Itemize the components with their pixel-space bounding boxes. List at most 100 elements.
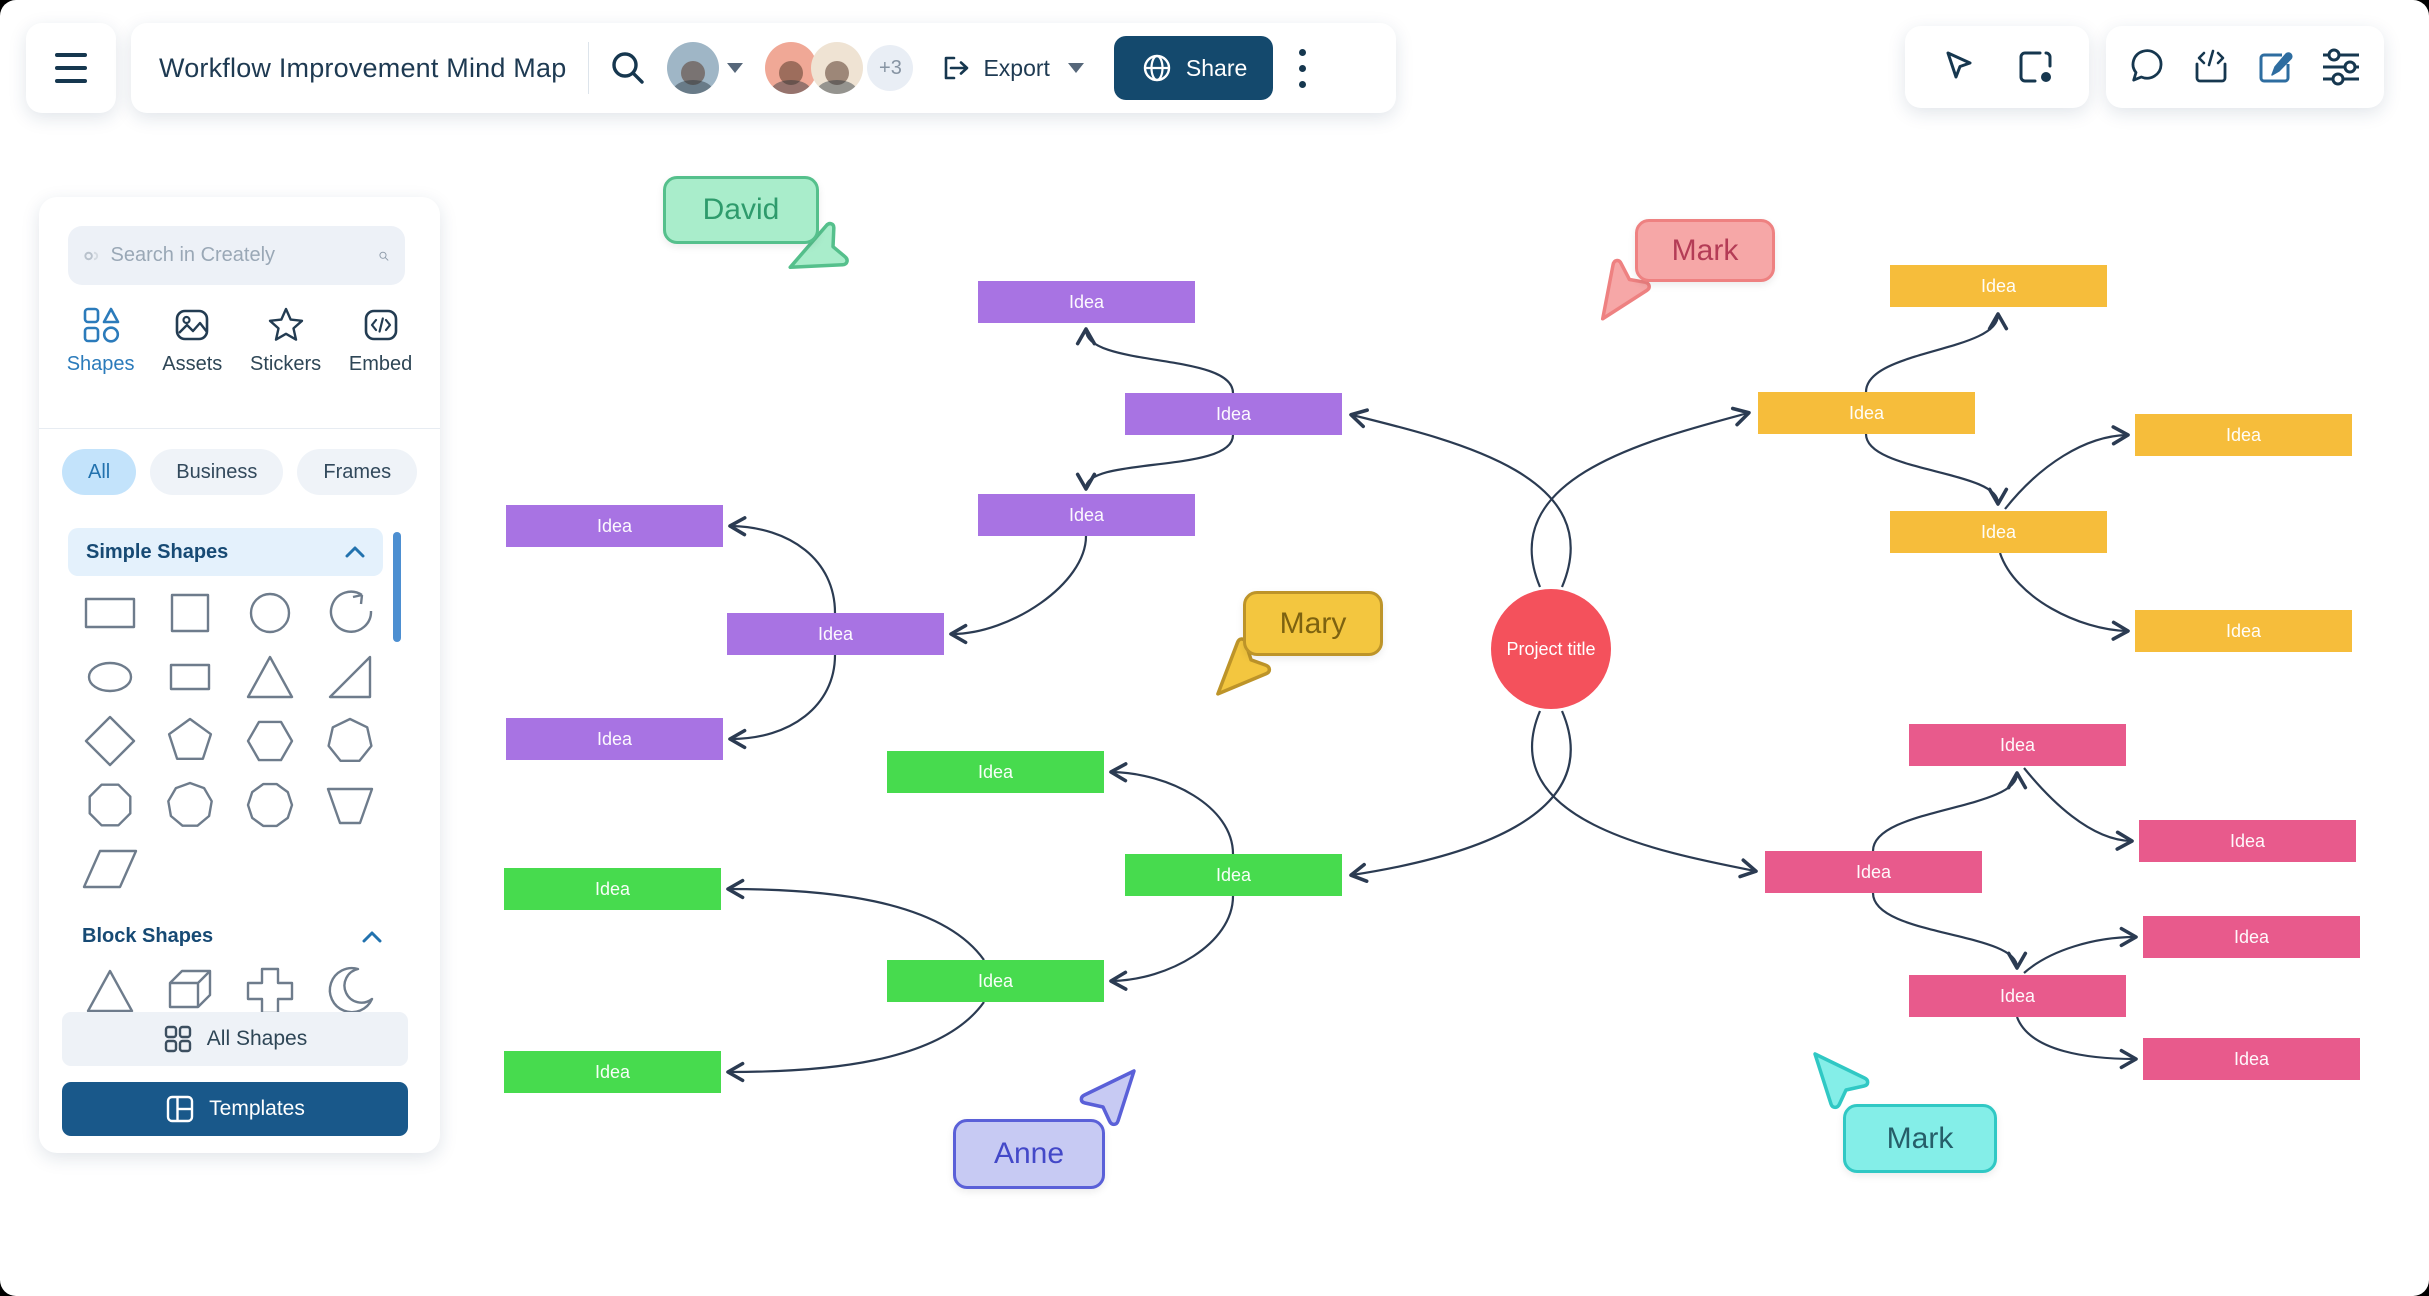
connector[interactable] — [1871, 892, 2028, 970]
idea-node[interactable]: Idea — [887, 751, 1104, 793]
connector[interactable] — [2023, 767, 2134, 851]
idea-node[interactable]: Idea — [727, 613, 944, 655]
templates-button[interactable]: Templates — [62, 1082, 408, 1136]
connector[interactable] — [2004, 425, 2130, 510]
connector[interactable] — [1075, 434, 1235, 491]
connector[interactable] — [1109, 895, 1235, 991]
connector[interactable] — [1349, 710, 1572, 883]
idea-node[interactable]: Idea — [1890, 265, 2107, 307]
shape-item-ellipse[interactable] — [70, 645, 150, 709]
connector[interactable] — [1530, 406, 1751, 588]
tab-assets[interactable]: Assets — [162, 305, 222, 376]
connector[interactable] — [1871, 771, 2028, 852]
idea-node[interactable]: Idea — [2135, 610, 2352, 652]
shape-item-triangle[interactable] — [70, 959, 150, 1023]
export-menu[interactable]: Export — [939, 51, 1084, 85]
project-title-node[interactable]: Project title — [1491, 589, 1611, 709]
document-title[interactable]: Workflow Improvement Mind Map — [159, 52, 567, 83]
tab-shapes[interactable]: Shapes — [67, 305, 135, 376]
all-shapes-button[interactable]: All Shapes — [62, 1012, 408, 1066]
collaborator-avatars[interactable]: +3 — [765, 42, 914, 94]
idea-node[interactable]: Idea — [504, 1051, 721, 1093]
shape-item-cube[interactable] — [150, 959, 230, 1023]
collaborator-avatar[interactable] — [811, 42, 864, 94]
idea-node[interactable]: Idea — [1125, 854, 1342, 896]
user-avatar[interactable] — [667, 42, 720, 94]
idea-node[interactable]: Idea — [1765, 851, 1982, 893]
shape-item-inverted-trapezoid[interactable] — [310, 773, 390, 837]
panel-scrollbar-thumb[interactable] — [393, 532, 401, 642]
shape-item-small-rectangle[interactable] — [150, 645, 230, 709]
idea-node[interactable]: Idea — [1125, 393, 1342, 435]
idea-node[interactable]: Idea — [1890, 511, 2107, 553]
more-options-button[interactable] — [1299, 48, 1307, 88]
connector[interactable] — [1349, 408, 1572, 588]
avatar-overflow-badge[interactable]: +3 — [867, 45, 914, 91]
shape-item-crescent[interactable] — [310, 959, 390, 1023]
shape-item-octagon[interactable] — [70, 773, 150, 837]
tab-embed[interactable]: Embed — [349, 305, 412, 376]
idea-node[interactable]: Idea — [2135, 414, 2352, 456]
idea-node[interactable]: Idea — [978, 281, 1195, 323]
connector[interactable] — [726, 1001, 985, 1083]
connector[interactable] — [1998, 552, 2130, 641]
embed-code-button[interactable] — [2188, 44, 2234, 90]
connector[interactable] — [1531, 710, 1758, 879]
connector[interactable] — [2015, 1016, 2138, 1070]
connector[interactable] — [1109, 762, 1235, 855]
shape-item-square[interactable] — [150, 581, 230, 645]
frame-tool-button[interactable] — [2012, 44, 2058, 90]
shape-item-rectangle[interactable] — [70, 581, 150, 645]
idea-node[interactable]: Idea — [504, 868, 721, 910]
connector[interactable] — [1864, 312, 2009, 393]
idea-node[interactable]: Idea — [1909, 724, 2126, 766]
shape-item-parallelogram[interactable] — [70, 837, 150, 901]
select-tool-button[interactable] — [1936, 45, 1980, 89]
connector[interactable] — [728, 654, 837, 750]
chip-business[interactable]: Business — [150, 449, 284, 495]
idea-node[interactable]: Idea — [2139, 820, 2356, 862]
shape-item-decagon[interactable] — [230, 773, 310, 837]
current-user[interactable] — [667, 42, 744, 94]
idea-node[interactable]: Idea — [978, 494, 1195, 536]
settings-button[interactable] — [2317, 43, 2365, 91]
connector[interactable] — [1075, 327, 1235, 394]
panel-search-field[interactable] — [68, 226, 405, 285]
idea-node[interactable]: Idea — [2143, 1038, 2360, 1080]
simple-shapes-section-header[interactable]: Simple Shapes — [68, 528, 383, 576]
idea-node[interactable]: Idea — [506, 718, 723, 760]
idea-node[interactable]: Idea — [887, 960, 1104, 1002]
shape-item-circular-arrow[interactable] — [310, 581, 390, 645]
collaborator-cursor-icon — [788, 221, 849, 270]
collaborator-avatar[interactable] — [765, 42, 818, 94]
search-button[interactable] — [607, 47, 649, 89]
idea-node[interactable]: Idea — [506, 505, 723, 547]
tab-stickers[interactable]: Stickers — [250, 305, 321, 376]
main-menu-button[interactable] — [26, 23, 116, 113]
connector[interactable] — [1864, 433, 2009, 506]
idea-node[interactable]: Idea — [1758, 392, 1975, 434]
shape-item-nonagon[interactable] — [150, 773, 230, 837]
connector[interactable] — [726, 878, 985, 961]
idea-node[interactable]: Idea — [2143, 916, 2360, 958]
shape-item-hexagon[interactable] — [230, 709, 310, 773]
idea-node[interactable]: Idea — [1909, 975, 2126, 1017]
shape-item-right-triangle[interactable] — [310, 645, 390, 709]
share-button[interactable]: Share — [1113, 36, 1274, 100]
block-shapes-section-header[interactable]: Block Shapes — [82, 925, 382, 948]
connector[interactable] — [2023, 926, 2138, 974]
panel-search-input[interactable] — [108, 243, 378, 268]
shape-item-circle[interactable] — [230, 581, 310, 645]
notes-button[interactable] — [2252, 44, 2298, 90]
chip-all[interactable]: All — [62, 449, 137, 495]
connector[interactable] — [949, 535, 1088, 645]
shape-item-triangle[interactable] — [230, 645, 310, 709]
shape-item-heptagon[interactable] — [310, 709, 390, 773]
comments-button[interactable] — [2125, 45, 2169, 89]
shape-item-diamond[interactable] — [70, 709, 150, 773]
shape-item-pentagon[interactable] — [150, 709, 230, 773]
connector[interactable] — [728, 516, 837, 614]
chip-frames[interactable]: Frames — [297, 449, 418, 495]
